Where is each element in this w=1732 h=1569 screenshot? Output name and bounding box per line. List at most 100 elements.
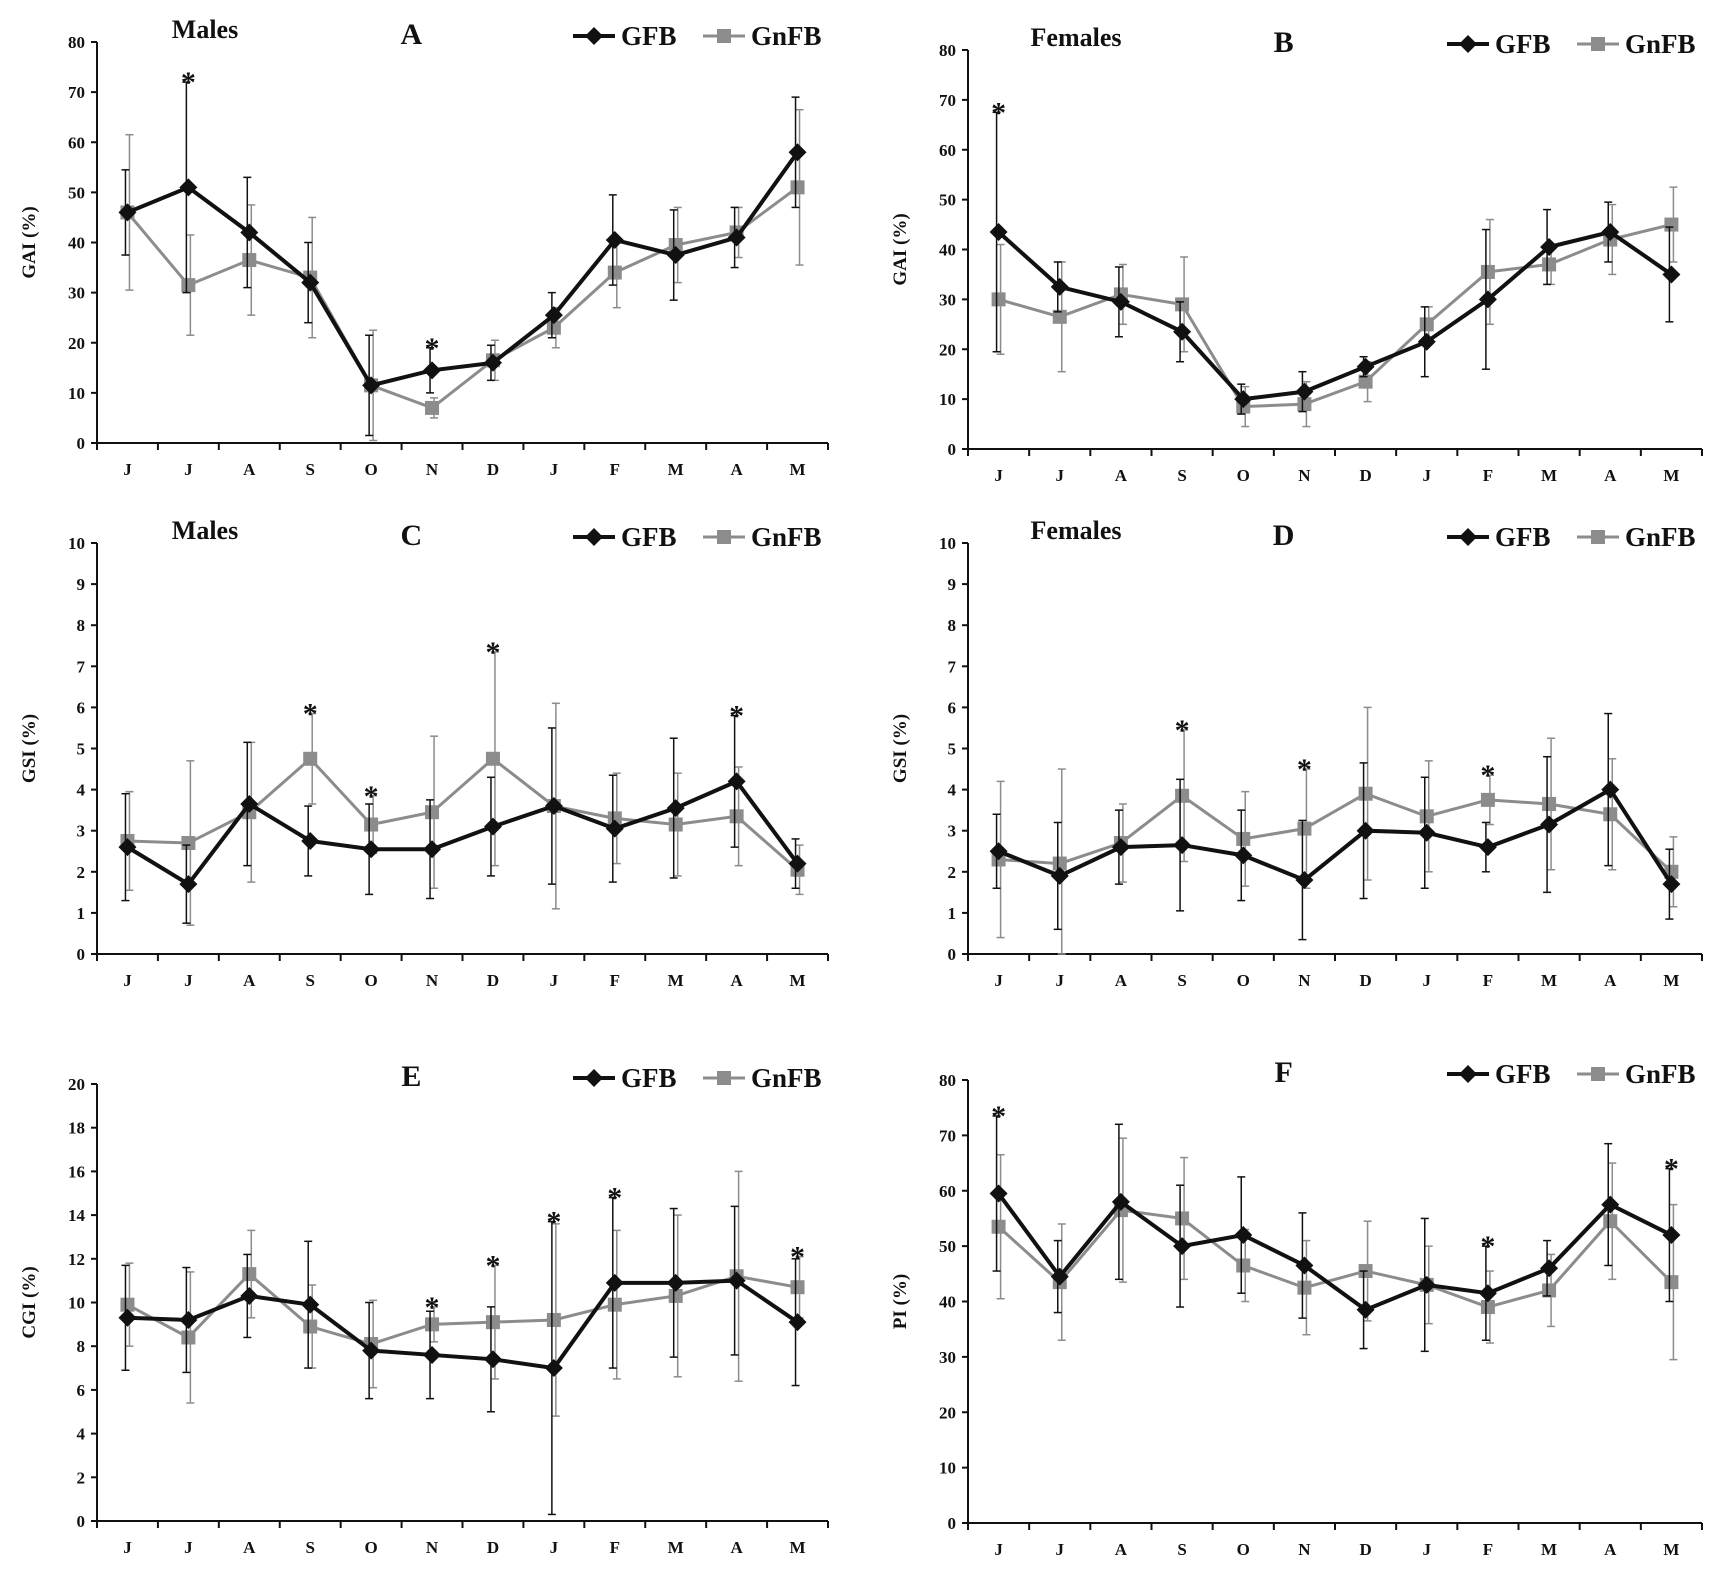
x-tick-label: O	[365, 971, 378, 990]
series-gfb	[118, 1196, 807, 1516]
y-tick-label: 10	[68, 384, 85, 403]
legend-marker-gnfb	[1591, 1067, 1605, 1081]
x-tick-label: J	[550, 1538, 559, 1557]
y-tick-label: 20	[68, 334, 85, 353]
x-tick-label: F	[1483, 1540, 1493, 1559]
x-tick-label: S	[1177, 971, 1186, 990]
y-tick-label: 20	[68, 1075, 85, 1094]
data-point-gnfb	[181, 278, 196, 293]
data-point-gnfb	[1297, 397, 1312, 412]
data-point-gnfb	[1480, 1300, 1495, 1315]
legend-marker-gnfb	[1591, 37, 1605, 51]
y-tick-label: 3	[77, 822, 86, 841]
y-tick-label: 9	[77, 575, 86, 594]
data-point-gfb	[118, 838, 137, 857]
x-tick-label: J	[123, 971, 132, 990]
significance-star: *	[1480, 759, 1495, 792]
data-point-gfb	[727, 1271, 746, 1290]
legend-marker-gfb	[585, 27, 603, 45]
y-tick-label: 50	[939, 191, 956, 210]
y-tick-label: 70	[939, 91, 956, 110]
x-tick-label: O	[365, 1538, 378, 1557]
data-point-gnfb	[1664, 217, 1679, 232]
data-point-gfb	[544, 797, 563, 816]
significance-star: *	[991, 96, 1006, 129]
legend-label-gnfb: GnFB	[1625, 29, 1696, 59]
y-tick-label: 8	[77, 1337, 86, 1356]
legend-label-gfb: GFB	[1495, 522, 1551, 552]
data-point-gnfb	[1175, 1211, 1190, 1226]
y-tick-label: 18	[68, 1119, 85, 1138]
data-point-gnfb	[1480, 264, 1495, 279]
y-axis-label: PI (%)	[890, 1274, 911, 1329]
data-point-gnfb	[1542, 796, 1557, 811]
legend-marker-gfb	[585, 528, 603, 546]
legend-marker-gnfb	[1591, 530, 1605, 544]
data-point-gnfb	[790, 180, 805, 195]
data-point-gnfb	[1297, 1280, 1312, 1295]
data-point-gnfb	[546, 1312, 561, 1327]
x-tick-label: A	[730, 971, 743, 990]
y-tick-label: 30	[939, 1348, 956, 1367]
y-tick-label: 1	[77, 904, 86, 923]
data-point-gfb	[1417, 332, 1436, 351]
legend: GFB GnFB	[573, 522, 822, 552]
x-tick-label: N	[1298, 971, 1311, 990]
panel-subtitle: Females	[1031, 23, 1122, 52]
x-tick-label: A	[1604, 971, 1617, 990]
data-point-gfb	[544, 306, 563, 325]
legend: GFB GnFB	[573, 21, 822, 51]
x-tick-label: M	[1663, 466, 1679, 485]
y-axis-label: GSI (%)	[890, 714, 911, 783]
data-point-gfb	[1234, 1226, 1253, 1245]
x-tick-label: M	[1541, 971, 1557, 990]
y-tick-label: 8	[77, 616, 86, 635]
data-point-gfb	[1601, 780, 1620, 799]
significance-star: *	[546, 1206, 561, 1239]
data-point-gfb	[1478, 1284, 1497, 1303]
legend-marker-gnfb	[717, 29, 731, 43]
chart-panel-b: 0 10 20 30 40 50 60 70 80 J J A S O N D J F M A M GAI (%) B Fem…	[890, 23, 1703, 485]
data-point-gnfb	[668, 238, 683, 253]
x-tick-label: N	[1298, 1540, 1311, 1559]
series-line-gnfb	[126, 186, 799, 410]
y-tick-label: 2	[77, 863, 86, 882]
legend-label-gfb: GFB	[1495, 1059, 1551, 1089]
data-point-gfb	[1478, 290, 1497, 309]
x-tick-label: M	[790, 1538, 806, 1557]
data-point-gfb	[423, 840, 442, 859]
data-point-gnfb	[364, 817, 379, 832]
data-point-gfb	[179, 178, 198, 197]
series-line-gfb	[126, 778, 800, 887]
data-point-gfb	[1295, 1256, 1314, 1275]
series-gfb	[989, 1115, 1681, 1353]
data-point-gfb	[1356, 1300, 1375, 1319]
data-point-gfb	[1234, 390, 1253, 409]
y-tick-label: 80	[68, 33, 85, 52]
x-tick-label: F	[1483, 466, 1493, 485]
chart-panel-e: 0 2 4 6 8 10 12 14 16 18 20 J J A S O N D J F M A M CGI (%) E GFB…	[19, 1060, 829, 1557]
x-tick-label: D	[487, 1538, 499, 1557]
y-tick-label: 14	[68, 1206, 86, 1225]
legend-marker-gfb	[1459, 35, 1477, 53]
y-tick-label: 6	[77, 1381, 86, 1400]
series-gfb	[118, 81, 807, 437]
panel-letter: B	[1274, 26, 1294, 59]
x-tick-label: N	[426, 460, 439, 479]
data-point-gnfb	[991, 1219, 1006, 1234]
data-point-gnfb	[485, 1315, 500, 1330]
series-gnfb	[120, 1170, 805, 1417]
data-point-gfb	[301, 1295, 320, 1314]
data-point-gnfb	[1175, 297, 1190, 312]
data-point-gnfb	[1236, 1258, 1251, 1273]
series-line-gfb	[127, 1278, 799, 1371]
data-point-gnfb	[729, 809, 744, 824]
series-gnfb	[991, 1137, 1679, 1361]
data-point-gfb	[240, 223, 259, 242]
data-point-gnfb	[1603, 1214, 1618, 1229]
data-point-gnfb	[181, 1330, 196, 1345]
data-point-gnfb	[668, 817, 683, 832]
data-point-gfb	[1050, 277, 1069, 296]
legend-label-gfb: GFB	[621, 522, 677, 552]
x-tick-label: J	[184, 971, 193, 990]
